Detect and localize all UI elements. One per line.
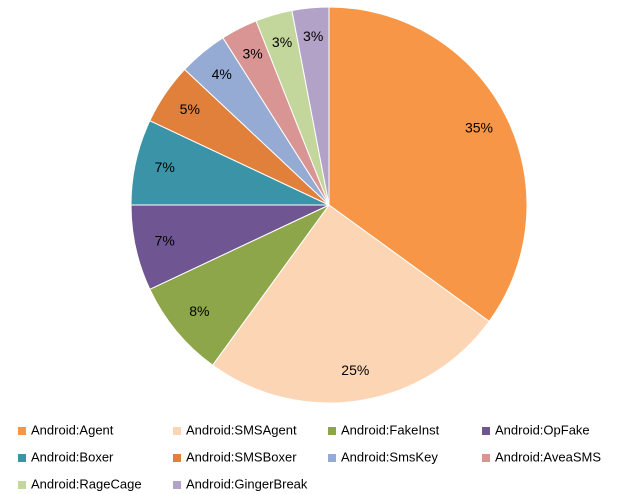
legend-label: Android:FakeInst bbox=[341, 422, 440, 437]
data-label: 7% bbox=[155, 232, 175, 248]
legend-label: Android:OpFake bbox=[495, 422, 590, 437]
legend-label: Android:Agent bbox=[31, 422, 114, 437]
data-label: 3% bbox=[303, 28, 323, 44]
legend-swatch bbox=[328, 454, 336, 462]
legend-label: Android:SMSAgent bbox=[186, 422, 297, 437]
pie-slice bbox=[149, 204, 330, 366]
legend-swatch bbox=[173, 427, 181, 435]
pie-slice bbox=[211, 204, 490, 404]
legend-swatch bbox=[173, 481, 181, 489]
legend-label: Android:SmsKey bbox=[341, 449, 438, 464]
legend-swatch bbox=[18, 427, 26, 435]
pie-slice bbox=[291, 6, 330, 206]
legend-swatch bbox=[482, 454, 490, 462]
legend-label: Android:GingerBreak bbox=[186, 476, 308, 491]
data-label: 5% bbox=[180, 101, 200, 117]
legend-label: Android:AveaSMS bbox=[495, 449, 601, 464]
legend-label: Android:SMSBoxer bbox=[186, 449, 297, 464]
legend-swatch bbox=[18, 454, 26, 462]
data-label: 3% bbox=[272, 34, 292, 50]
legend-swatch bbox=[18, 481, 26, 489]
legend-swatch bbox=[482, 427, 490, 435]
legend-label: Android:Boxer bbox=[31, 449, 114, 464]
legend-swatch bbox=[173, 454, 181, 462]
data-label: 25% bbox=[341, 362, 369, 378]
data-label: 4% bbox=[212, 66, 232, 82]
data-label: 3% bbox=[242, 46, 262, 62]
data-label: 8% bbox=[189, 303, 209, 319]
legend-label: Android:RageCage bbox=[31, 476, 142, 491]
data-label: 7% bbox=[155, 159, 175, 175]
pie-slice bbox=[328, 6, 528, 323]
data-label: 35% bbox=[465, 119, 493, 135]
legend-swatch bbox=[328, 427, 336, 435]
